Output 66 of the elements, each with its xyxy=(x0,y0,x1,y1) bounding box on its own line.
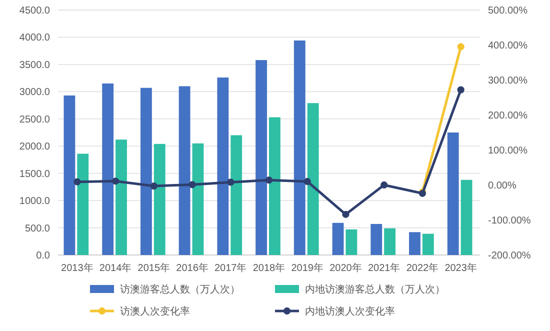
y-tick-label: 3500.0 xyxy=(19,60,50,71)
bar xyxy=(217,78,229,255)
point xyxy=(265,176,273,184)
y-tick-label: 2000.0 xyxy=(19,142,50,153)
point xyxy=(188,181,196,188)
x-tick-label: 2014年 xyxy=(99,262,132,274)
bar xyxy=(64,95,76,255)
y-tick-label: 1000.0 xyxy=(19,196,50,208)
y-tick-label: 500.0 xyxy=(24,223,50,234)
bar xyxy=(294,40,306,255)
legend-label: 内地访澳人次变化率 xyxy=(305,306,395,318)
bar xyxy=(192,143,204,255)
y2-tick-label: -100.00% xyxy=(488,216,531,226)
legend-label: 内地访澳游客总人数（万人次） xyxy=(305,284,445,296)
bar xyxy=(370,224,382,255)
bar xyxy=(346,229,358,255)
y2-tick-label: 500.00% xyxy=(488,6,528,16)
bar xyxy=(447,132,459,255)
legend-label: 访澳人次变化率 xyxy=(120,306,190,318)
point xyxy=(342,210,350,218)
y2-tick-label: 0.00% xyxy=(488,180,516,192)
point xyxy=(457,43,464,50)
y-tick-label: 0.0 xyxy=(36,250,50,262)
y-tick-label: 3000.0 xyxy=(19,87,50,98)
bar xyxy=(409,232,420,255)
bar xyxy=(269,117,280,255)
bar xyxy=(154,144,166,255)
y-tick-label: 4000.0 xyxy=(19,32,50,44)
y-tick-label: 1500.0 xyxy=(19,168,50,180)
bar xyxy=(102,84,114,255)
x-tick-label: 2021年 xyxy=(368,262,400,274)
x-tick-label: 2015年 xyxy=(138,262,170,274)
x-tick-label: 2018年 xyxy=(252,262,286,274)
y-tick-label: 4500.0 xyxy=(19,6,50,16)
point xyxy=(74,178,81,186)
bar xyxy=(116,140,127,255)
x-tick-label: 2019年 xyxy=(291,262,324,274)
x-tick-label: 2017年 xyxy=(214,262,247,274)
point xyxy=(380,181,388,189)
bar xyxy=(140,88,152,255)
legend-label: 访澳游客总人数（万人次） xyxy=(120,284,240,296)
bar xyxy=(460,180,472,255)
x-tick-label: 2022年 xyxy=(406,262,439,274)
x-tick-label: 2013年 xyxy=(61,262,94,274)
x-tick-label: 2023年 xyxy=(444,262,477,274)
point xyxy=(150,182,158,190)
bar xyxy=(307,103,319,255)
y2-tick-label: -200.00% xyxy=(488,250,531,262)
bar xyxy=(332,222,344,255)
y-tick-label: 2500.0 xyxy=(19,114,50,126)
x-tick-label: 2020年 xyxy=(330,262,362,274)
bar xyxy=(384,228,396,255)
bar xyxy=(77,154,89,255)
bar xyxy=(256,60,267,255)
y2-tick-label: 200.00% xyxy=(488,110,528,122)
y2-tick-label: 100.00% xyxy=(488,146,528,156)
y2-tick-label: 300.00% xyxy=(488,76,528,86)
point xyxy=(304,178,311,186)
x-tick-label: 2016年 xyxy=(176,262,208,274)
point xyxy=(227,178,234,186)
y2-tick-label: 400.00% xyxy=(488,40,528,52)
bar xyxy=(422,234,434,255)
bar xyxy=(230,135,242,255)
point xyxy=(457,86,464,94)
bar xyxy=(178,86,190,255)
point xyxy=(112,178,120,185)
